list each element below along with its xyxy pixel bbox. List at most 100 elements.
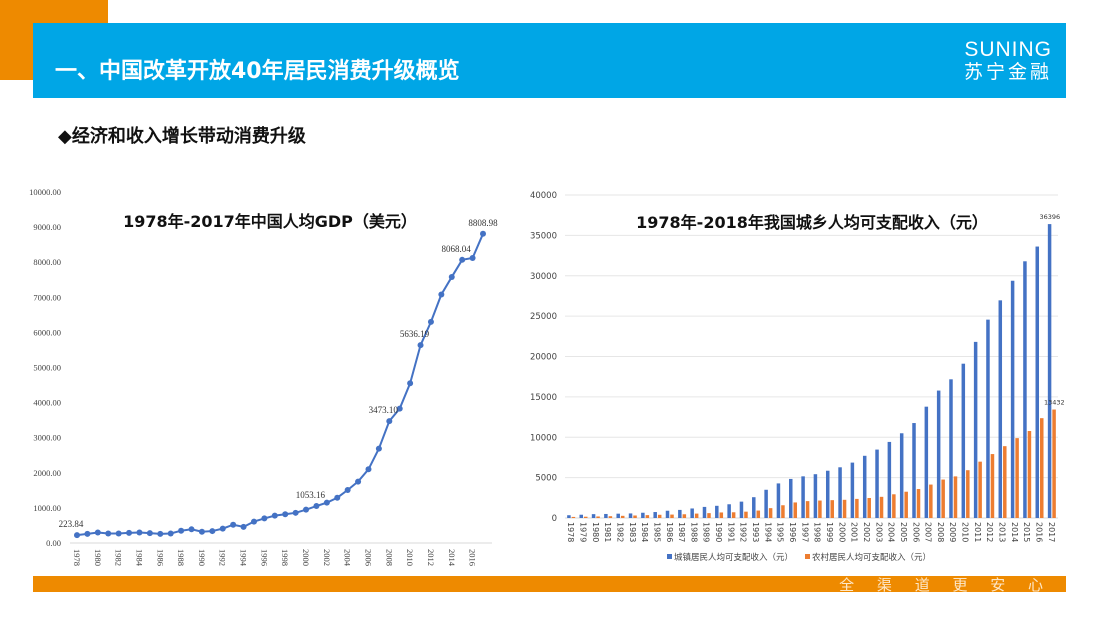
rural-bar-1979 — [583, 516, 588, 518]
data-point-2015 — [459, 256, 466, 263]
data-point-2001 — [313, 503, 320, 510]
header-banner: 一、中国改革开放40年居民消费升级概览 SUNING 苏宁金融 — [33, 23, 1066, 98]
x-tick-label: 2008 — [936, 522, 945, 542]
rural-bar-1997 — [805, 501, 810, 518]
section-subtitle: ◆经济和收入增长带动消费升级 — [58, 126, 306, 147]
data-label: 223.84 — [59, 519, 84, 529]
x-tick-label: 2010 — [961, 522, 970, 542]
urban-bar-1992 — [739, 501, 744, 518]
urban-bar-1995 — [776, 483, 781, 518]
urban-bar-2008 — [936, 390, 941, 518]
y-tick-label: 0.00 — [46, 538, 61, 548]
footer-slogan: 全 渠 道 更 安 心 — [839, 576, 1052, 594]
data-point-2005 — [355, 478, 362, 485]
x-tick-label: 1982 — [114, 549, 124, 566]
data-point-1987 — [167, 530, 174, 537]
data-point-2016 — [469, 254, 476, 261]
x-tick-label: 2016 — [468, 549, 478, 566]
data-label: 3473.10 — [369, 405, 399, 415]
rural-bar-2017 — [1052, 409, 1056, 518]
x-tick-label: 2004 — [887, 522, 896, 542]
chart-title: 1978年-2017年中国人均GDP（美元） — [123, 212, 417, 231]
urban-bar-1982 — [616, 513, 620, 518]
urban-bar-1991 — [727, 504, 731, 518]
data-point-1981 — [105, 530, 112, 537]
urban-bar-2006 — [912, 423, 916, 518]
y-tick-label: 10000 — [530, 433, 557, 443]
rural-bar-1989 — [707, 513, 711, 518]
rural-bar-2016 — [1040, 418, 1044, 518]
rural-bar-1991 — [731, 512, 736, 518]
x-tick-label: 1999 — [825, 522, 834, 542]
y-tick-label: 20000 — [530, 353, 557, 363]
x-tick-label: 1992 — [739, 522, 748, 542]
x-tick-label: 1991 — [726, 522, 735, 542]
data-point-1990 — [198, 528, 205, 535]
urban-bar-1997 — [801, 476, 805, 518]
data-point-2004 — [344, 486, 351, 493]
x-tick-label: 2005 — [899, 522, 908, 542]
urban-bar-1998 — [813, 474, 818, 518]
x-tick-label: 2015 — [1022, 522, 1031, 542]
data-point-1988 — [178, 527, 185, 534]
data-point-1989 — [188, 526, 195, 533]
x-tick-label: 1994 — [239, 549, 249, 567]
legend-swatch-urban — [667, 554, 672, 559]
rural-bar-2014 — [1015, 438, 1019, 518]
x-tick-label: 1988 — [689, 522, 698, 542]
rural-bar-1995 — [781, 505, 785, 518]
urban-bar-1990 — [715, 505, 719, 518]
urban-bar-2013 — [998, 300, 1003, 518]
x-tick-label: 2002 — [322, 549, 332, 566]
urban-bar-2005 — [899, 433, 904, 518]
data-point-2000 — [303, 506, 310, 513]
x-tick-label: 1996 — [788, 522, 797, 542]
rural-bar-2010 — [966, 470, 970, 518]
urban-bar-2009 — [949, 379, 953, 518]
x-tick-label: 2003 — [874, 522, 883, 542]
data-point-1994 — [240, 523, 247, 530]
rural-bar-1999 — [830, 500, 834, 518]
y-tick-label: 25000 — [530, 312, 557, 322]
x-tick-label: 1990 — [714, 522, 723, 542]
y-tick-label: 6000.00 — [33, 327, 61, 337]
rural-bar-1983 — [633, 515, 637, 518]
rural-bar-2004 — [892, 494, 896, 518]
x-tick-label: 1980 — [591, 522, 600, 542]
page-title: 一、中国改革开放40年居民消费升级概览 — [55, 59, 460, 84]
x-tick-label: 1988 — [176, 549, 186, 566]
urban-bar-1981 — [604, 513, 608, 518]
rural-bar-2012 — [990, 454, 995, 518]
y-tick-label: 5000.00 — [33, 363, 61, 373]
data-point-1991 — [209, 528, 216, 535]
y-tick-label: 30000 — [530, 272, 557, 282]
x-tick-label: 2000 — [837, 522, 846, 542]
y-tick-label: 7000.00 — [33, 292, 61, 302]
x-tick-label: 2012 — [426, 549, 436, 566]
data-point-2009 — [396, 405, 403, 412]
urban-bar-1980 — [591, 514, 596, 518]
data-point-1995 — [250, 518, 257, 525]
x-tick-label: 1982 — [615, 522, 624, 542]
x-tick-label: 2014 — [447, 549, 457, 567]
urban-bar-1988 — [690, 508, 694, 518]
x-tick-label: 1984 — [640, 522, 649, 542]
rural-bar-2006 — [916, 489, 921, 518]
urban-bar-1996 — [789, 478, 793, 518]
rural-bar-2007 — [929, 484, 933, 518]
urban-bar-2012 — [986, 319, 990, 518]
data-point-2013 — [438, 291, 445, 298]
rural-bar-2015 — [1027, 431, 1032, 518]
rural-bar-2000 — [842, 499, 847, 518]
y-tick-label: 2000.00 — [33, 468, 61, 478]
urban-bar-2016 — [1035, 246, 1040, 519]
urban-bar-1985 — [653, 512, 657, 518]
rural-bar-1994 — [768, 508, 773, 518]
y-tick-label: 1000.00 — [33, 503, 61, 513]
x-tick-label: 2001 — [850, 522, 859, 542]
x-tick-label: 1978 — [72, 549, 82, 566]
x-tick-label: 1979 — [578, 522, 587, 542]
x-tick-label: 1996 — [259, 549, 269, 566]
rural-bar-1982 — [620, 515, 625, 518]
